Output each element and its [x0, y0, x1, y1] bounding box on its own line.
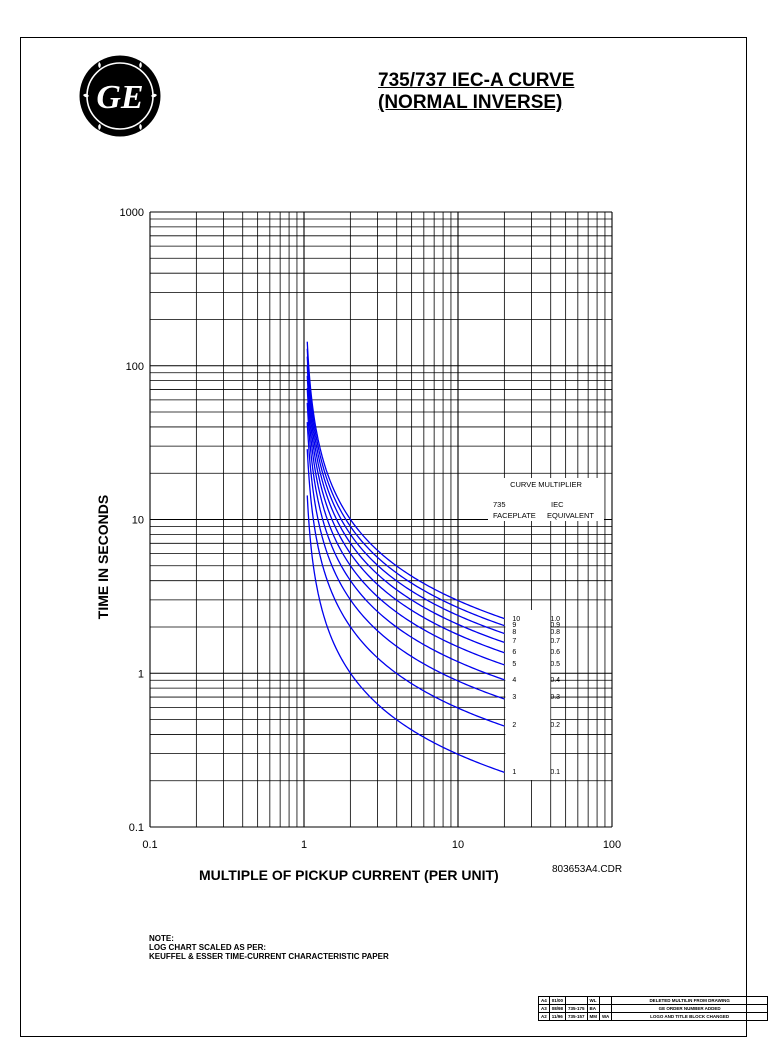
- rev-by: WL: [586, 996, 601, 1005]
- legend-col1-header: FACEPLATE: [493, 511, 536, 520]
- drawing-file-id: 803653A4.CDR: [552, 864, 623, 875]
- curve-iec-label: 0.2: [550, 722, 560, 729]
- y-tick-label: 1: [138, 668, 144, 680]
- curve-faceplate-label: 8: [512, 629, 516, 636]
- curve-faceplate-label: 1: [512, 769, 516, 776]
- rev-date: 11/96: [548, 1012, 567, 1021]
- rev-by: BA: [586, 1004, 601, 1013]
- x-tick-label: 10: [452, 839, 464, 851]
- curve-series-line: [306, 341, 505, 620]
- x-tick-label: 1: [301, 839, 307, 851]
- curve-series-line: [306, 387, 505, 666]
- legend-title: CURVE MULTIPLIER: [510, 480, 582, 489]
- rev-date: 08/98: [548, 1004, 567, 1013]
- curve-series-line: [306, 422, 505, 700]
- curve-series-line: [306, 365, 505, 644]
- curve-faceplate-label: 6: [512, 649, 516, 656]
- curve-iec-label: 0.1: [550, 769, 560, 776]
- rev-description: GE ORDER NUMBER ADDED: [611, 1004, 768, 1013]
- title-line-1: 735/737 IEC-A CURVE: [378, 70, 575, 91]
- curve-faceplate-label: 4: [512, 677, 516, 684]
- legend-col2-header: EQUIVALENT: [547, 511, 594, 520]
- x-axis-title: MULTIPLE OF PICKUP CURRENT (PER UNIT): [199, 867, 499, 883]
- rev-id: A2: [538, 1012, 550, 1021]
- curve-series-line: [306, 375, 505, 654]
- rev-check: [599, 1004, 613, 1013]
- curve-faceplate-label: 9: [512, 622, 516, 629]
- curve-series-line: [306, 495, 505, 773]
- curve-iec-label: 1.0: [550, 616, 560, 623]
- rev-order: 735-175: [565, 1004, 588, 1013]
- legend-col2-header: IEC: [551, 500, 564, 509]
- curve-iec-label: 0.4: [550, 677, 560, 684]
- rev-id: A3: [538, 1004, 550, 1013]
- curve-iec-label: 0.7: [550, 638, 560, 645]
- curve-series-line: [306, 449, 505, 727]
- revision-row: A3 08/98 735-175 BA GE ORDER NUMBER ADDE…: [538, 1004, 768, 1013]
- y-axis-title: TIME IN SECONDS: [95, 494, 111, 620]
- curve-faceplate-label: 10: [512, 616, 520, 623]
- rev-date: 01/00: [548, 996, 567, 1005]
- curve-series-line: [306, 356, 505, 635]
- curve-faceplate-label: 5: [512, 661, 516, 668]
- revision-row: A4 01/00 WL DELETED MULTILIN FROM DRAWIN…: [538, 996, 768, 1005]
- x-tick-label: 0.1: [142, 839, 157, 851]
- x-tick-label: 100: [603, 839, 621, 851]
- y-tick-label: 0.1: [129, 822, 144, 834]
- drawing-title: 735/737 IEC-A CURVE (NORMAL INVERSE): [378, 70, 574, 114]
- rev-description: LOGO AND TITLE BLOCK CHANGED: [611, 1012, 768, 1021]
- curve-iec-label: 0.8: [550, 629, 560, 636]
- rev-id: A4: [538, 996, 550, 1005]
- legend-label-column: [505, 610, 551, 780]
- note-line: LOG CHART SCALED AS PER:: [149, 943, 267, 952]
- title-line-2: (NORMAL INVERSE): [378, 92, 563, 113]
- rev-description: DELETED MULTILIN FROM DRAWING: [611, 996, 768, 1005]
- curve-faceplate-label: 2: [512, 722, 516, 729]
- curve-iec-label: 0.9: [550, 622, 560, 629]
- note-heading: NOTE:: [149, 934, 174, 943]
- curve-iec-label: 0.6: [550, 649, 560, 656]
- note-block: NOTE: LOG CHART SCALED AS PER: KEUFFEL &…: [149, 934, 389, 961]
- rev-check: WA: [599, 1012, 613, 1021]
- y-tick-label: 10: [132, 515, 144, 527]
- legend-col1-header: 735: [493, 500, 506, 509]
- rev-by: MM: [586, 1012, 601, 1021]
- curve-iec-label: 0.3: [550, 694, 560, 701]
- rev-order: 735-157: [565, 1012, 588, 1021]
- rev-check: [599, 996, 613, 1005]
- rev-order: [565, 996, 588, 1005]
- revision-block: A4 01/00 WL DELETED MULTILIN FROM DRAWIN…: [538, 996, 768, 1021]
- curve-series-line: [306, 348, 505, 627]
- legend-box: [488, 478, 604, 521]
- y-tick-label: 100: [126, 361, 144, 373]
- curve-series-line: [306, 402, 505, 681]
- revision-row: A2 11/96 735-157 MM WA LOGO AND TITLE BL…: [538, 1012, 768, 1021]
- ge-logo: GE: [79, 55, 161, 137]
- y-tick-label: 1000: [120, 207, 144, 219]
- curve-faceplate-label: 7: [512, 638, 516, 645]
- curve-faceplate-label: 3: [512, 694, 516, 701]
- svg-text:GE: GE: [96, 79, 143, 116]
- note-line: KEUFFEL & ESSER TIME-CURRENT CHARACTERIS…: [149, 952, 389, 961]
- curve-iec-label: 0.5: [550, 661, 560, 668]
